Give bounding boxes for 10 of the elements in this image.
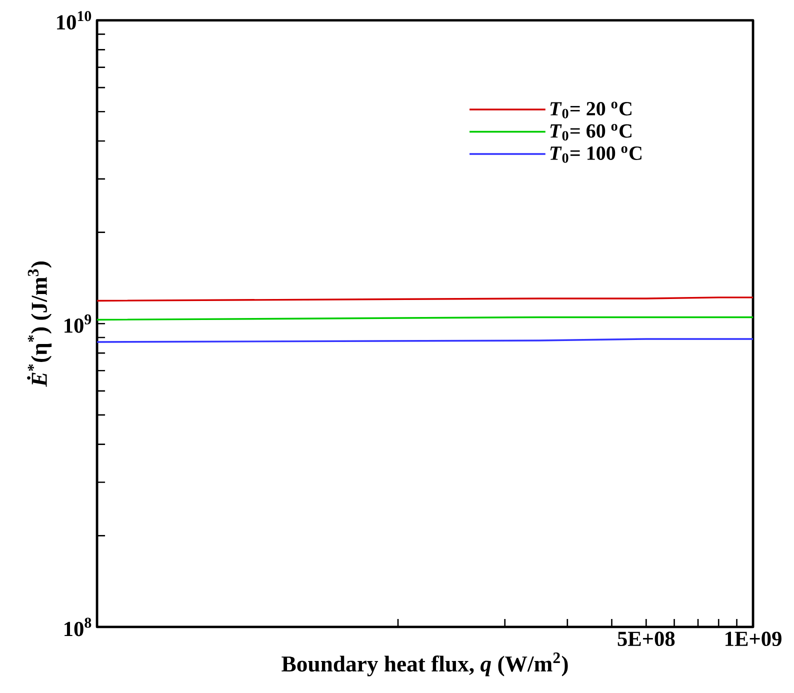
y-tick-label: 10$^{8}$ — [64, 618, 92, 636]
legend-label: T$_{0}$= 20 $^{o}$C — [550, 102, 632, 118]
legend-label: T$_{0}$= 100 $^{o}$C — [550, 146, 642, 163]
y-axis-title: Ė$^{*}$(η$^{*}$) (J/m$^{3}$) — [27, 262, 52, 387]
y-tick-label: 10$^{10}$ — [57, 11, 92, 30]
x-tick-label: 1E+09 — [726, 632, 782, 646]
x-tick-label: 5E+08 — [618, 632, 675, 646]
y-tick-label: 10$^{9}$ — [64, 314, 92, 333]
legend-label: T$_{0}$= 60 $^{o}$C — [550, 124, 632, 141]
x-axis-title: Boundary heat flux, q (W/m$^{2}$) — [282, 652, 568, 676]
